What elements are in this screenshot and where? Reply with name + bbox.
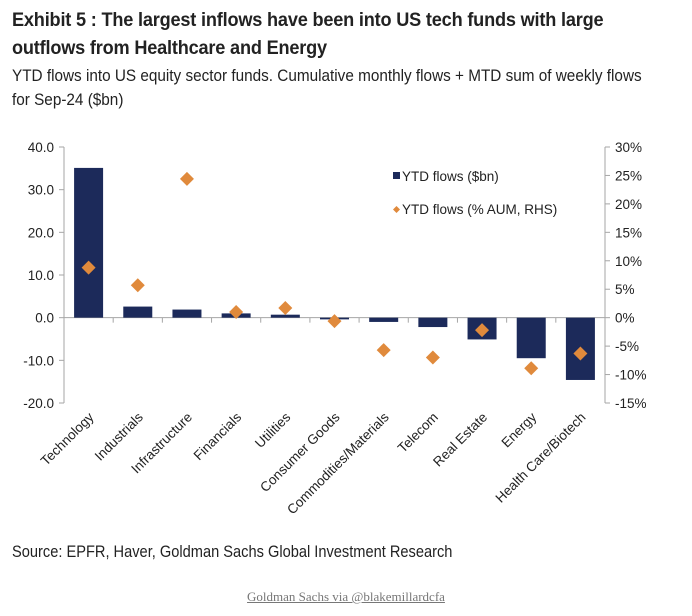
bar-telecom: [418, 317, 448, 328]
legend-bar-swatch: [393, 172, 400, 179]
right-tick-label: -5%: [615, 339, 639, 354]
diamond-marker-health-care-biotech: [573, 346, 588, 361]
bar-energy: [516, 317, 546, 359]
bar-industrials: [123, 306, 153, 318]
left-tick-label: 20.0: [28, 225, 54, 240]
diamond-marker-financials: [229, 304, 244, 319]
left-tick-label: 30.0: [28, 183, 54, 198]
credit-line[interactable]: Goldman Sachs via @blakemillardcfa: [0, 589, 692, 605]
left-tick-label: 10.0: [28, 268, 54, 283]
x-category-label: Financials: [191, 409, 245, 463]
diamond-marker-commodities-materials: [376, 343, 391, 358]
right-tick-label: 25%: [615, 168, 642, 183]
bar-infrastructure: [172, 309, 202, 318]
x-category-label: Health Care/Biotech: [492, 410, 588, 506]
right-tick-label: 10%: [615, 254, 642, 269]
diamond-marker-infrastructure: [179, 171, 194, 186]
bar-series: [74, 167, 595, 380]
right-tick-label: 5%: [615, 282, 635, 297]
legend: YTD flows ($bn) YTD flows (% AUM, RHS): [393, 169, 557, 217]
x-category-label: Commodities/Materials: [284, 409, 392, 517]
bar-technology: [74, 167, 104, 318]
axes: 40.0 30.0 20.0 10.0 0.0 -10.0 -20.0 30% 25% 20% 15…: [23, 140, 646, 411]
x-category-label: Utilities: [252, 409, 294, 451]
x-category-label: Technology: [38, 409, 97, 468]
bar-commodities-materials: [369, 317, 399, 322]
legend-bar-label: YTD flows ($bn): [402, 169, 499, 184]
right-tick-label: 0%: [615, 311, 635, 326]
diamond-marker-technology: [81, 260, 96, 275]
diamond-marker-industrials: [130, 278, 145, 293]
chart-subtitle: YTD flows into US equity sector funds. C…: [12, 66, 642, 109]
diamond-marker-energy: [524, 361, 539, 376]
diamond-marker-real-estate: [475, 323, 490, 338]
bar-utilities: [270, 314, 300, 318]
diamond-marker-utilities: [278, 300, 293, 315]
left-tick-label: -10.0: [23, 353, 54, 368]
legend-diamond-label: YTD flows (% AUM, RHS): [402, 202, 557, 217]
x-category-label: Energy: [498, 409, 539, 450]
x-category-label: Telecom: [395, 410, 441, 456]
right-tick-label: 20%: [615, 197, 642, 212]
marker-series: [81, 171, 588, 376]
right-tick-label: 15%: [615, 225, 642, 240]
right-tick-label: -10%: [615, 368, 647, 383]
credit-link[interactable]: Goldman Sachs via @blakemillardcfa: [247, 589, 445, 604]
source-note: Source: EPFR, Haver, Goldman Sachs Globa…: [12, 542, 453, 561]
diamond-marker-consumer-goods: [327, 314, 342, 329]
chart-title: Exhibit 5 : The largest inflows have bee…: [12, 9, 604, 59]
left-tick-label: 0.0: [35, 311, 54, 326]
left-tick-label: 40.0: [28, 140, 54, 155]
diamond-marker-telecom: [425, 350, 440, 365]
chart: 40.0 30.0 20.0 10.0 0.0 -10.0 -20.0 30% 25% 20% 15…: [23, 140, 646, 517]
x-axis-labels: TechnologyIndustrialsInfrastructureFinan…: [38, 409, 589, 517]
right-tick-label: 30%: [615, 140, 642, 155]
right-tick-label: -15%: [615, 396, 647, 411]
legend-diamond-swatch: [393, 206, 400, 213]
left-tick-label: -20.0: [23, 396, 54, 411]
